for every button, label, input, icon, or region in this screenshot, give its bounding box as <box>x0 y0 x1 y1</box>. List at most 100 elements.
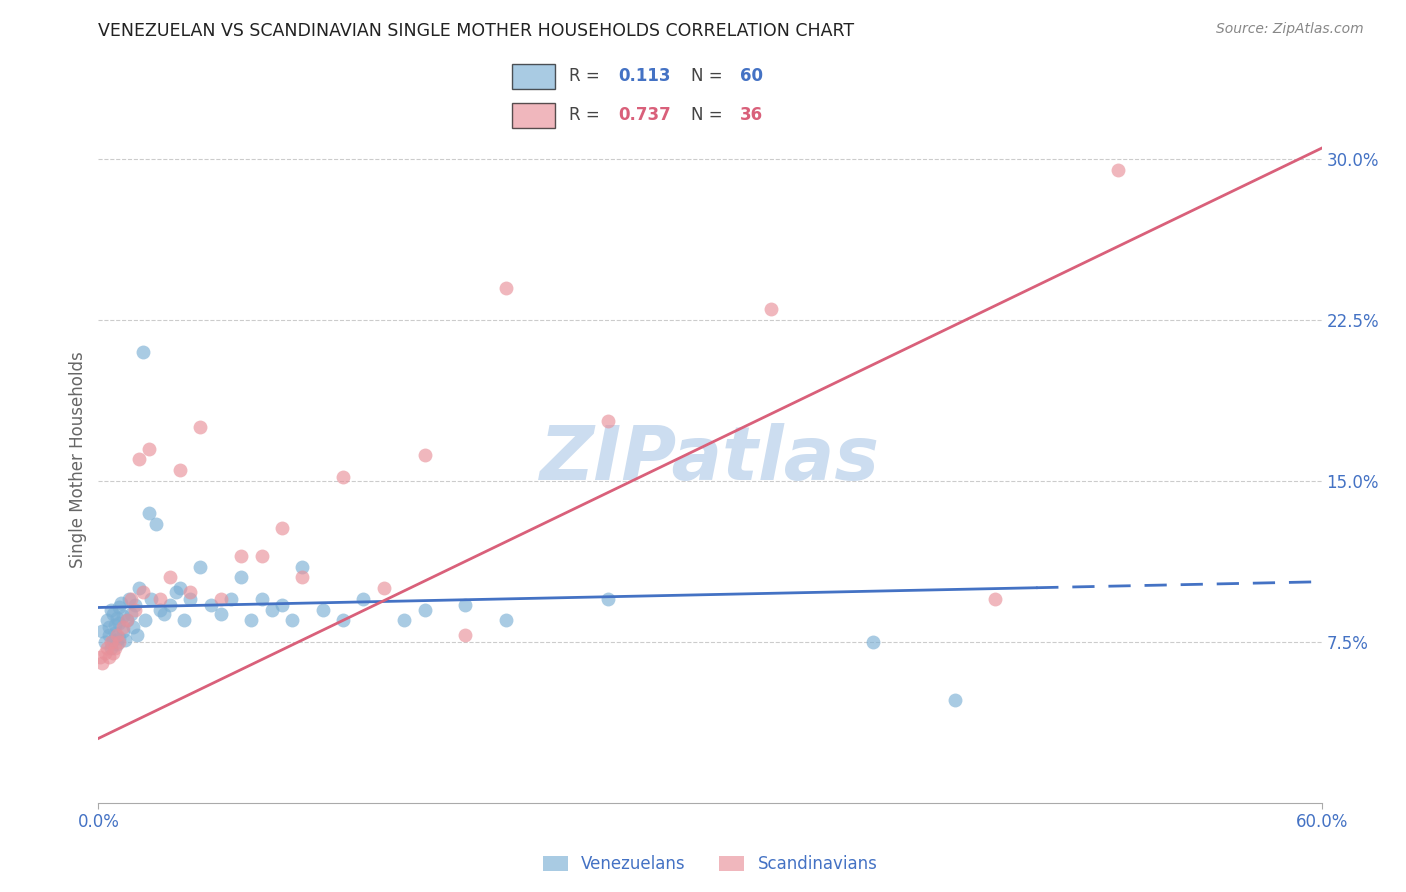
Point <box>454 628 477 642</box>
Point <box>291 559 314 574</box>
Point <box>260 602 283 616</box>
Point <box>127 628 149 642</box>
Point <box>179 585 201 599</box>
Point <box>495 613 517 627</box>
Point <box>105 628 128 642</box>
Point <box>110 596 132 610</box>
Point <box>173 613 195 627</box>
Point <box>250 549 273 563</box>
Point <box>91 624 114 639</box>
Point <box>281 613 304 627</box>
Point <box>231 549 253 563</box>
Point <box>97 628 120 642</box>
Point <box>96 641 118 656</box>
Point <box>105 611 128 625</box>
Point <box>132 345 155 359</box>
Point <box>200 599 222 613</box>
Point <box>101 607 124 621</box>
Point <box>101 646 124 660</box>
Text: ZIPatlas: ZIPatlas <box>540 423 880 496</box>
Point <box>159 599 181 613</box>
Text: 60: 60 <box>741 68 763 86</box>
FancyBboxPatch shape <box>512 103 555 128</box>
Text: Source: ZipAtlas.com: Source: ZipAtlas.com <box>1216 22 1364 37</box>
Point <box>231 570 253 584</box>
Point <box>598 414 620 428</box>
Point <box>332 613 354 627</box>
Point <box>120 607 142 621</box>
Point <box>179 591 201 606</box>
Point <box>141 591 163 606</box>
Point <box>122 620 145 634</box>
Point <box>111 624 134 639</box>
Point <box>104 641 127 656</box>
Point <box>270 599 294 613</box>
Point <box>240 613 263 627</box>
Point <box>104 617 127 632</box>
Point <box>413 448 436 462</box>
Point <box>145 516 167 531</box>
Point <box>111 609 134 624</box>
Point <box>312 602 335 616</box>
Point <box>108 615 131 630</box>
Point <box>134 613 156 627</box>
Point <box>100 602 122 616</box>
Point <box>149 602 172 616</box>
Point <box>91 657 114 671</box>
Point <box>104 626 127 640</box>
Point <box>392 613 416 627</box>
Point <box>105 637 128 651</box>
Point <box>209 607 232 621</box>
Point <box>89 649 111 664</box>
Point <box>132 585 155 599</box>
Point <box>120 591 142 606</box>
Point <box>352 591 374 606</box>
Text: 0.113: 0.113 <box>619 68 671 86</box>
Point <box>495 281 517 295</box>
Point <box>100 635 122 649</box>
Text: N =: N = <box>690 68 728 86</box>
Point <box>97 649 120 664</box>
Point <box>93 646 115 660</box>
FancyBboxPatch shape <box>512 63 555 89</box>
Point <box>188 559 212 574</box>
Point <box>291 570 314 584</box>
Point <box>1107 162 1129 177</box>
Point <box>169 463 191 477</box>
Point <box>108 631 131 645</box>
Point <box>138 442 160 456</box>
Point <box>188 420 212 434</box>
Text: 36: 36 <box>741 106 763 124</box>
Text: 0.737: 0.737 <box>619 106 671 124</box>
Point <box>598 591 620 606</box>
Point <box>943 692 966 706</box>
Point <box>138 506 160 520</box>
Point <box>209 591 232 606</box>
Point <box>159 570 181 584</box>
Point <box>108 635 131 649</box>
Point <box>108 600 131 615</box>
Point <box>124 599 146 613</box>
Point <box>100 641 122 656</box>
Text: VENEZUELAN VS SCANDINAVIAN SINGLE MOTHER HOUSEHOLDS CORRELATION CHART: VENEZUELAN VS SCANDINAVIAN SINGLE MOTHER… <box>98 22 855 40</box>
Point <box>413 602 436 616</box>
Point <box>115 613 138 627</box>
Point <box>165 585 187 599</box>
Point <box>124 602 146 616</box>
Point <box>128 452 150 467</box>
Point <box>93 635 115 649</box>
Point <box>373 581 395 595</box>
Point <box>115 613 138 627</box>
Point <box>101 632 124 647</box>
Point <box>97 620 120 634</box>
Point <box>332 469 354 483</box>
Y-axis label: Single Mother Households: Single Mother Households <box>69 351 87 567</box>
Point <box>219 591 242 606</box>
Point <box>250 591 273 606</box>
Point <box>761 302 783 317</box>
Point <box>454 599 477 613</box>
Point <box>169 581 191 595</box>
Point <box>111 620 134 634</box>
Legend: Venezuelans, Scandinavians: Venezuelans, Scandinavians <box>543 855 877 873</box>
Point <box>270 521 294 535</box>
